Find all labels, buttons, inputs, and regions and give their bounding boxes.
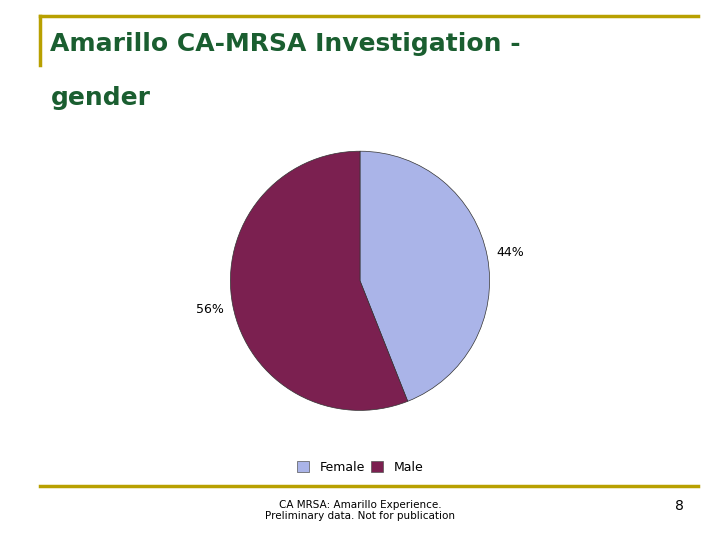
Text: gender: gender — [50, 86, 150, 110]
Wedge shape — [360, 151, 490, 401]
Text: Amarillo CA-MRSA Investigation -: Amarillo CA-MRSA Investigation - — [50, 32, 521, 56]
Wedge shape — [230, 151, 408, 410]
Text: 8: 8 — [675, 500, 684, 514]
Text: 56%: 56% — [196, 303, 224, 316]
Text: 44%: 44% — [496, 246, 524, 259]
Legend: Female, Male: Female, Male — [292, 456, 428, 478]
Text: CA MRSA: Amarillo Experience.
Preliminary data. Not for publication: CA MRSA: Amarillo Experience. Preliminar… — [265, 500, 455, 521]
